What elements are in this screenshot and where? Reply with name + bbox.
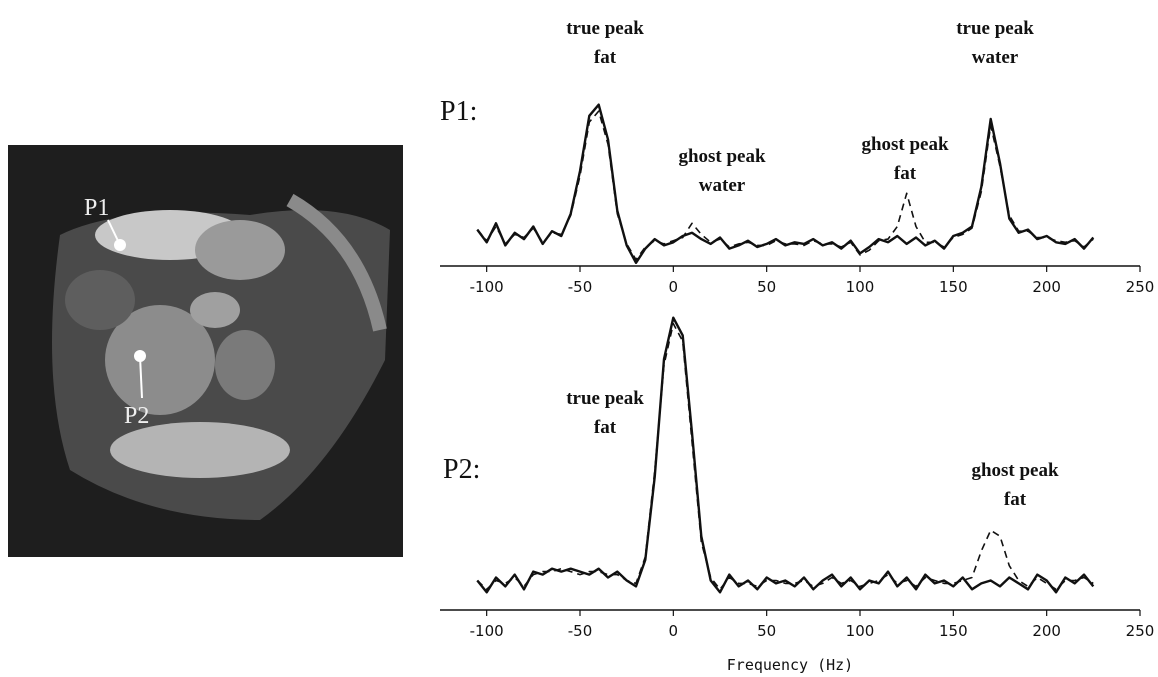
point-label: P1 [84,195,109,221]
x-tick-label: 0 [669,278,679,296]
annotation: ghost peak [971,460,1059,481]
x-tick-label: 0 [669,622,679,640]
panel-label: P1: [440,96,477,127]
annotation: ghost peak [678,146,766,167]
x-tick-label: 150 [939,278,968,296]
annotation: ghost peak [861,134,949,155]
x-tick-label: -50 [568,278,593,296]
spectrum-line [476,316,1095,594]
panel-label: P2: [443,454,480,485]
annotation: water [972,47,1019,68]
annotation: fat [594,417,617,438]
mri-image: P1 P2 [8,145,403,557]
x-tick-label: 50 [757,278,776,296]
spectrum-line [476,110,1094,261]
x-tick-label: 200 [1032,622,1061,640]
x-tick-label: 50 [757,622,776,640]
x-tick-label: 150 [939,622,968,640]
x-axis-label: Frequency (Hz) [727,656,853,674]
point-label: P2 [124,403,149,429]
annotation: fat [594,47,617,68]
annotation: water [699,175,746,196]
annotation: fat [1004,489,1027,510]
x-tick-label: 250 [1126,622,1155,640]
spectrum-line [476,103,1095,264]
x-tick-label: -50 [568,622,593,640]
x-tick-label: 100 [846,622,875,640]
x-tick-label: 100 [846,278,875,296]
x-tick-label: 250 [1126,278,1155,296]
annotation: true peak [566,388,644,409]
x-tick-label: 200 [1032,278,1061,296]
spectrum-line [476,322,1094,591]
annotation: true peak [956,18,1034,39]
x-tick-label: -100 [470,278,504,296]
annotation: fat [894,163,917,184]
x-tick-label: -100 [470,622,504,640]
annotation: true peak [566,18,644,39]
